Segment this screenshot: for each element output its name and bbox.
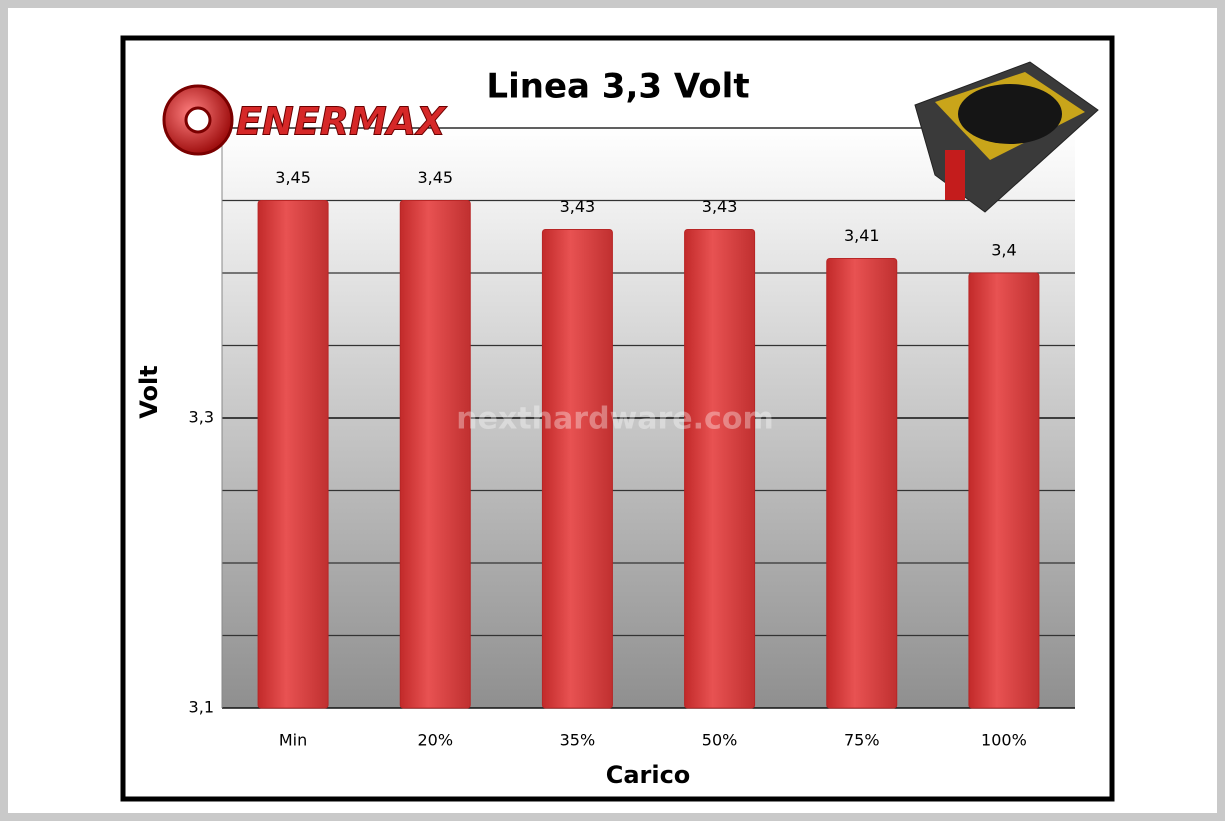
x-tick-label: 20%	[417, 731, 453, 750]
bar	[541, 229, 613, 709]
value-label: 3,45	[275, 168, 311, 187]
psu-fan	[958, 84, 1062, 144]
value-label: 3,41	[844, 226, 880, 245]
x-tick-label: 75%	[844, 731, 880, 750]
bars	[257, 200, 1040, 709]
bar	[399, 200, 471, 709]
value-label: 3,43	[702, 197, 738, 216]
chart-title: Linea 3,3 Volt	[486, 67, 749, 107]
logo: ENERMAX	[162, 84, 448, 156]
x-tick-label: 35%	[560, 731, 596, 750]
bar	[257, 200, 329, 709]
logo-text: ENERMAX	[236, 100, 447, 144]
y-axis-label: Volt	[135, 365, 163, 418]
x-tick-label: 50%	[702, 731, 738, 750]
value-label: 3,45	[417, 168, 453, 187]
grid	[221, 127, 1075, 709]
logo-gear-hub	[184, 106, 212, 134]
x-tick-label: Min	[279, 731, 307, 750]
product-image	[914, 61, 1099, 213]
value-label: 3,4	[991, 241, 1016, 260]
psu-connector	[945, 150, 965, 200]
x-axis-label: Carico	[606, 761, 691, 789]
y-tick-label: 3,3	[189, 408, 214, 427]
bar	[684, 229, 756, 709]
bar	[968, 272, 1040, 709]
bar	[826, 258, 898, 709]
watermark: nexthardware.com	[456, 402, 773, 437]
x-tick-label: 100%	[981, 731, 1027, 750]
value-label: 3,43	[560, 197, 596, 216]
y-tick-label: 3,1	[189, 698, 214, 717]
